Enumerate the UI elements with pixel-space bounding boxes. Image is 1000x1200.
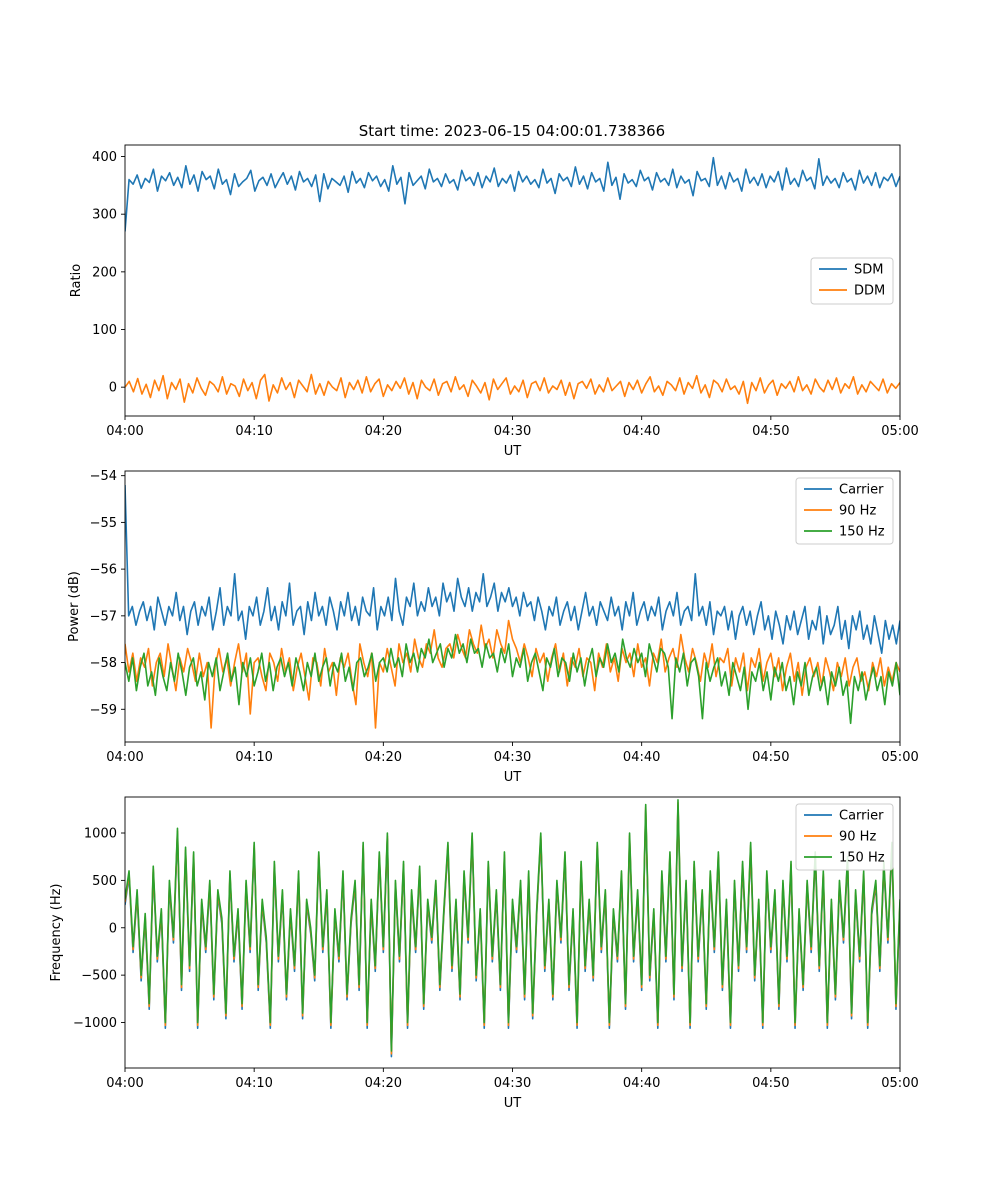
y-tick-label: −500 bbox=[81, 969, 117, 984]
y-tick-label: 500 bbox=[92, 874, 117, 889]
y-tick-label: 1000 bbox=[84, 827, 117, 842]
y-tick-label: 0 bbox=[109, 381, 117, 396]
x-axis-label: UT bbox=[504, 770, 522, 785]
x-tick-label: 04:00 bbox=[106, 1076, 143, 1091]
y-axis-label: Frequency (Hz) bbox=[49, 883, 64, 981]
x-axis-label: UT bbox=[504, 444, 522, 459]
legend-label: SDM bbox=[854, 263, 883, 278]
legend-label: DDM bbox=[854, 284, 885, 299]
x-tick-label: 05:00 bbox=[881, 424, 918, 439]
x-tick-label: 04:30 bbox=[494, 424, 531, 439]
x-tick-label: 05:00 bbox=[881, 750, 918, 765]
legend-box bbox=[795, 477, 894, 545]
y-tick-label: −57 bbox=[90, 609, 117, 624]
x-tick-label: 04:10 bbox=[235, 750, 272, 765]
y-tick-label: 200 bbox=[92, 265, 117, 280]
y-tick-label: 300 bbox=[92, 208, 117, 223]
x-tick-label: 04:20 bbox=[365, 424, 402, 439]
legend-label: 150 Hz bbox=[839, 851, 885, 866]
x-tick-label: 04:10 bbox=[235, 1076, 272, 1091]
y-tick-label: −54 bbox=[90, 469, 117, 484]
x-tick-label: 04:50 bbox=[752, 1076, 789, 1091]
y-tick-label: 0 bbox=[109, 921, 117, 936]
chart-panel-2: 04:00 04:10 04:20 04:30 04:40 04:50 05:00 −59 −5… bbox=[67, 469, 919, 785]
x-tick-label: 04:50 bbox=[752, 750, 789, 765]
x-tick-label: 05:00 bbox=[881, 1076, 918, 1091]
x-tick-label: 04:40 bbox=[623, 1076, 660, 1091]
series-line-90-hz bbox=[125, 619, 900, 729]
series-line-150-hz bbox=[125, 799, 900, 1052]
legend-label: Carrier bbox=[839, 483, 884, 498]
chart-panel-1: 04:00 04:10 04:20 04:30 04:40 04:50 05:00 0 100 2… bbox=[69, 144, 919, 459]
legend-label: 90 Hz bbox=[839, 504, 876, 519]
x-tick-label: 04:10 bbox=[235, 424, 272, 439]
x-tick-label: 04:20 bbox=[365, 1076, 402, 1091]
legend: Carrier 90 Hz 150 Hz bbox=[795, 803, 894, 871]
legend: SDM DDM bbox=[810, 257, 894, 305]
series-line-carrier bbox=[125, 484, 900, 655]
x-tick-label: 04:00 bbox=[106, 750, 143, 765]
legend-label: Carrier bbox=[839, 809, 884, 824]
series-line-150-hz bbox=[125, 633, 900, 725]
y-tick-label: −1000 bbox=[73, 1016, 117, 1031]
legend: Carrier 90 Hz 150 Hz bbox=[795, 477, 894, 545]
x-tick-label: 04:50 bbox=[752, 424, 789, 439]
y-tick-label: −56 bbox=[90, 563, 117, 578]
y-tick-label: 100 bbox=[92, 323, 117, 338]
y-tick-label: −58 bbox=[90, 656, 117, 671]
legend-box bbox=[795, 803, 894, 871]
y-axis-label: Power (dB) bbox=[67, 571, 82, 642]
x-tick-label: 04:40 bbox=[623, 424, 660, 439]
series-line-ddm bbox=[125, 373, 900, 405]
x-tick-label: 04:20 bbox=[365, 750, 402, 765]
y-tick-label: 400 bbox=[92, 150, 117, 165]
x-tick-label: 04:40 bbox=[623, 750, 660, 765]
x-axis-label: UT bbox=[504, 1096, 522, 1111]
chart-panel-3: 04:00 04:10 04:20 04:30 04:40 04:50 05:00 −1000… bbox=[49, 796, 919, 1111]
y-axis-label: Ratio bbox=[69, 264, 84, 297]
x-tick-label: 04:00 bbox=[106, 424, 143, 439]
x-tick-label: 04:30 bbox=[494, 1076, 531, 1091]
legend-label: 150 Hz bbox=[839, 525, 885, 540]
figure-title: Start time: 2023-06-15 04:00:01.738366 bbox=[359, 122, 665, 140]
x-tick-label: 04:30 bbox=[494, 750, 531, 765]
y-tick-label: −59 bbox=[90, 703, 117, 718]
legend-label: 90 Hz bbox=[839, 830, 876, 845]
y-tick-label: −55 bbox=[90, 516, 117, 531]
series-line-sdm bbox=[125, 156, 900, 232]
